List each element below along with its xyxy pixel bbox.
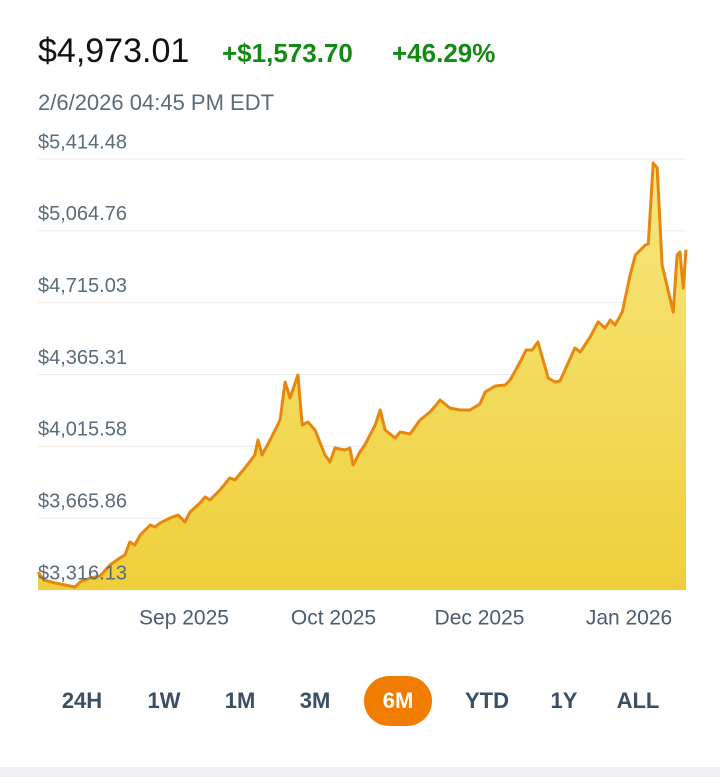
x-tick-label: Jan 2026 [586, 607, 672, 630]
y-tick-label: $3,665.86 [38, 490, 127, 512]
area [38, 163, 686, 590]
y-tick-label: $4,365.31 [38, 347, 127, 369]
y-tick-label: $5,064.76 [38, 203, 127, 225]
x-tick-label: Sep 2025 [139, 607, 229, 630]
change: +$1,573.70 [222, 38, 353, 68]
price: $4,973.01 [38, 32, 190, 70]
y-tick-label: $4,015.58 [38, 419, 127, 441]
y-tick-label: $5,414.48 [38, 131, 127, 153]
line [36, 161, 688, 589]
range-button[interactable]: YTD [465, 688, 509, 713]
x-tick-label: Oct 2025 [291, 607, 376, 630]
range-button[interactable]: 1Y [550, 688, 578, 713]
range-button[interactable]: 1M [224, 688, 256, 713]
y-tick-label: $4,715.03 [38, 275, 127, 297]
timestamp: 2/6/2026 04:45 PM EDT [38, 90, 275, 115]
x-tick-label: Dec 2025 [435, 607, 525, 630]
range-button[interactable]: 3M [299, 688, 331, 713]
range-button[interactable]: 6M [364, 676, 432, 726]
range-button[interactable]: 24H [61, 688, 103, 713]
range-button[interactable]: ALL [616, 688, 660, 713]
bottom-bar [0, 767, 720, 777]
range-button[interactable]: 1W [147, 688, 181, 713]
y-tick-label: $3,316.13 [38, 562, 127, 584]
change-percent: +46.29% [392, 38, 496, 68]
chart: $3,316.13 $3,665.86 $4,015.58 $4,365.31 $4,7… [36, 131, 688, 630]
